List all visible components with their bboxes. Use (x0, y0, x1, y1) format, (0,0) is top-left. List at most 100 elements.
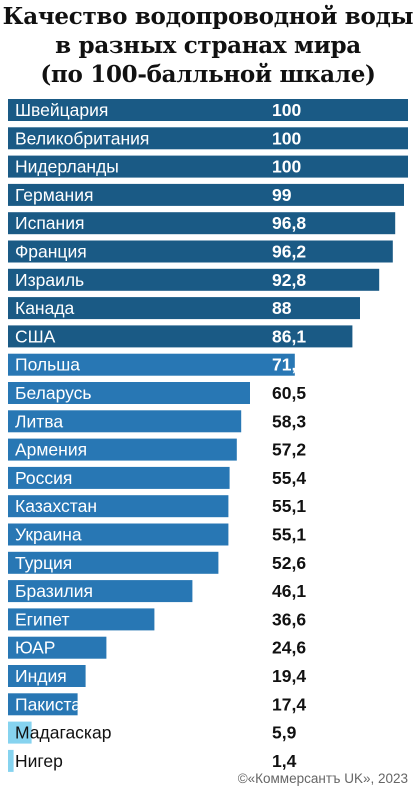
bar-row: Испания 96,8 (8, 212, 396, 235)
value-label: 100 (272, 100, 301, 120)
category-label: Пакистан (15, 694, 91, 714)
bar-row: США 86,1 (8, 325, 353, 348)
bar (8, 183, 404, 206)
value-label: 86,1 (272, 326, 306, 346)
bar-row: Армения 57,2 (8, 438, 306, 461)
credit-line: ©«Коммерсантъ UK», 2023 (237, 771, 408, 786)
bar (8, 551, 219, 574)
category-label: Нигер (15, 751, 63, 771)
bar-row: Пакистан 17,4 (8, 693, 306, 716)
bar-row: Египет 36,6 (8, 608, 306, 631)
bar (8, 325, 353, 348)
value-label: 71,7 (272, 355, 306, 375)
bar (8, 495, 229, 518)
category-label: Франция (15, 242, 87, 262)
bar (8, 382, 250, 404)
bar-row: Турция 52,6 (8, 551, 306, 574)
value-label: 60,5 (272, 383, 306, 403)
category-label: Украина (15, 525, 82, 545)
title-line-3: (по 100-балльной шкале) (40, 61, 376, 88)
category-label: Казахстан (15, 496, 97, 516)
bar (8, 268, 380, 291)
category-label: США (15, 326, 56, 346)
value-label: 55,1 (272, 525, 306, 545)
bar (8, 693, 78, 716)
value-label: 17,4 (272, 694, 306, 714)
value-label: 100 (272, 128, 301, 148)
bar-row: Бразилия 46,1 (8, 580, 306, 603)
value-label: 57,2 (272, 440, 306, 460)
category-label: Швейцария (15, 100, 108, 120)
bar (8, 580, 193, 603)
bar (8, 410, 242, 433)
category-label: Литва (15, 411, 63, 431)
category-label: Германия (15, 185, 93, 205)
bar (8, 127, 408, 150)
value-label: 1,4 (272, 751, 297, 771)
bar-row: Нидерланды 100 (8, 155, 408, 178)
bar (8, 99, 408, 121)
bar (8, 721, 32, 744)
bar (8, 212, 396, 235)
category-label: Бразилия (15, 581, 93, 601)
value-label: 52,6 (272, 553, 306, 573)
category-label: Армения (15, 440, 87, 460)
value-label: 36,6 (272, 609, 306, 629)
bar-row: Польша 71,7 (8, 353, 306, 376)
bar-row: Литва 58,3 (8, 410, 306, 433)
bar (8, 297, 360, 320)
category-label: Индия (15, 666, 67, 686)
value-label: 96,8 (272, 213, 306, 233)
bar (8, 523, 229, 546)
bar-row: Швейцария 100 (8, 99, 408, 121)
bar (8, 155, 408, 178)
bar-row: Индия 19,4 (8, 665, 306, 687)
category-label: Беларусь (15, 383, 92, 403)
bar (8, 438, 237, 461)
value-label: 46,1 (272, 581, 306, 601)
bar-row: Мадагаскар 5,9 (8, 721, 297, 744)
value-label: 88 (272, 298, 292, 318)
category-label: Израиль (15, 270, 84, 290)
category-label: Россия (15, 468, 72, 488)
value-label: 24,6 (272, 638, 306, 658)
category-label: Польша (15, 355, 80, 375)
bar-row: Германия 99 (8, 183, 404, 206)
chart-title: Качество водопроводной воды в разных стр… (0, 2, 416, 89)
value-label: 96,2 (272, 242, 306, 262)
title-line-2: в разных странах мира (55, 32, 361, 59)
value-label: 58,3 (272, 411, 306, 431)
bar (8, 749, 14, 772)
value-label: 92,8 (272, 270, 306, 290)
bar-row: Израиль 92,8 (8, 268, 380, 291)
bar-row: Нигер 1,4 (8, 749, 297, 772)
bar-row: Канада 88 (8, 297, 360, 320)
category-label: Канада (15, 298, 75, 318)
bar-row: Беларусь 60,5 (8, 382, 306, 404)
bar-row: Россия 55,4 (8, 466, 306, 489)
bar-row: ЮАР 24,6 (8, 636, 306, 659)
value-label: 55,4 (272, 468, 306, 488)
category-label: Нидерланды (15, 157, 119, 177)
bar-row: Казахстан 55,1 (8, 495, 306, 518)
bar (8, 466, 230, 489)
bar-row: Франция 96,2 (8, 240, 393, 263)
bar (8, 665, 86, 687)
bar (8, 353, 295, 376)
bar (8, 240, 393, 263)
bar (8, 608, 155, 631)
bar (8, 636, 107, 659)
value-label: 99 (272, 185, 292, 205)
category-label: Турция (15, 553, 72, 573)
category-label: Испания (15, 213, 84, 233)
category-label: Египет (15, 609, 69, 629)
value-label: 100 (272, 157, 301, 177)
category-label: Мадагаскар (15, 723, 111, 743)
value-label: 5,9 (272, 723, 297, 743)
bar-row: Украина 55,1 (8, 523, 306, 546)
category-label: Великобритания (15, 128, 149, 148)
value-label: 55,1 (272, 496, 306, 516)
category-label: ЮАР (15, 638, 55, 658)
title-line-1: Качество водопроводной воды (2, 3, 414, 30)
